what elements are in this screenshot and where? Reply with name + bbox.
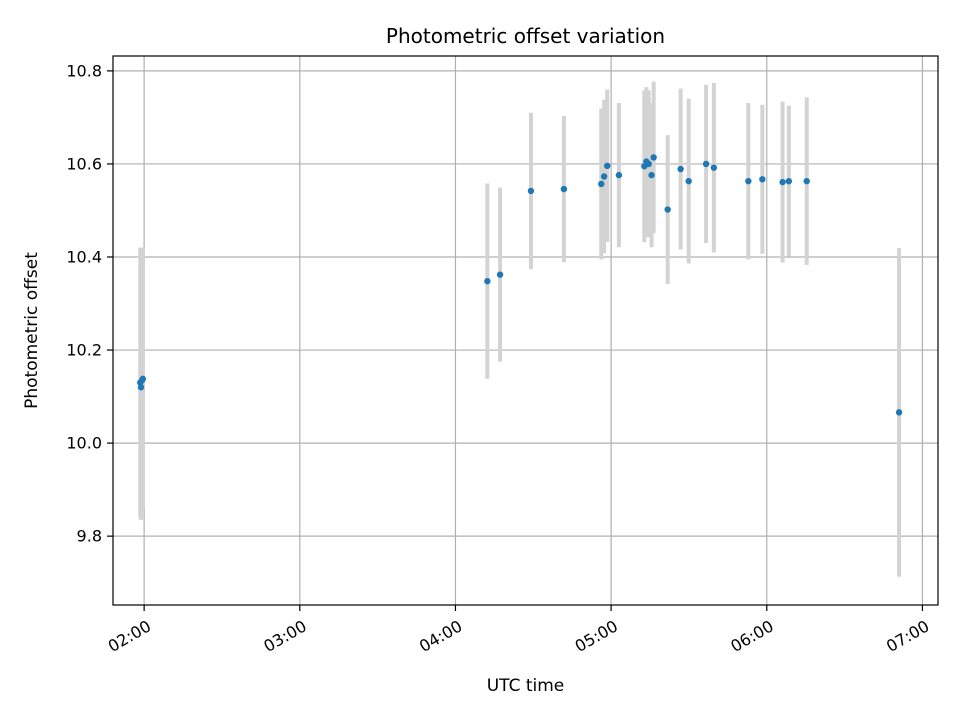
data-point-11 (615, 171, 623, 179)
data-point-16 (650, 154, 657, 161)
data-point-18 (677, 165, 684, 173)
data-point-27 (895, 409, 903, 416)
x-axis-label: UTC time (487, 676, 565, 696)
data-point-20 (702, 160, 710, 168)
data-point-22 (745, 177, 752, 185)
y-axis: 9.8 10.0 10.2 10.4 10.6 10.8 (66, 61, 113, 546)
data-point-7 (560, 185, 568, 193)
data-point-3 (139, 375, 147, 383)
data-point-23 (759, 176, 766, 183)
data-point-26 (803, 177, 810, 185)
data-points (137, 154, 903, 416)
grid (113, 56, 938, 605)
data-point-14 (645, 160, 652, 168)
data-point-19 (685, 177, 692, 185)
y-tick-label-1: 10.0 (66, 434, 102, 453)
data-point-6 (527, 187, 535, 195)
data-point-5 (496, 271, 504, 278)
data-point-9 (600, 173, 608, 180)
plot-frame (112, 55, 939, 606)
y-tick-label-5: 10.8 (66, 61, 102, 80)
y-tick-label-2: 10.2 (66, 341, 102, 360)
y-tick-label-3: 10.4 (66, 247, 102, 266)
data-point-10 (604, 162, 611, 169)
data-point-4 (484, 277, 491, 285)
y-tick-label-0: 9.8 (77, 527, 102, 546)
data-point-24 (779, 178, 786, 186)
data-point-17 (664, 206, 671, 213)
data-point-25 (785, 177, 793, 185)
data-point-15 (648, 171, 655, 179)
y-tick-label-4: 10.6 (66, 154, 102, 173)
data-point-1 (137, 384, 145, 391)
data-point-21 (710, 164, 718, 171)
y-axis-label: Photometric offset (22, 252, 42, 409)
data-point-8 (598, 180, 605, 188)
chart-title: Photometric offset variation (386, 24, 665, 48)
